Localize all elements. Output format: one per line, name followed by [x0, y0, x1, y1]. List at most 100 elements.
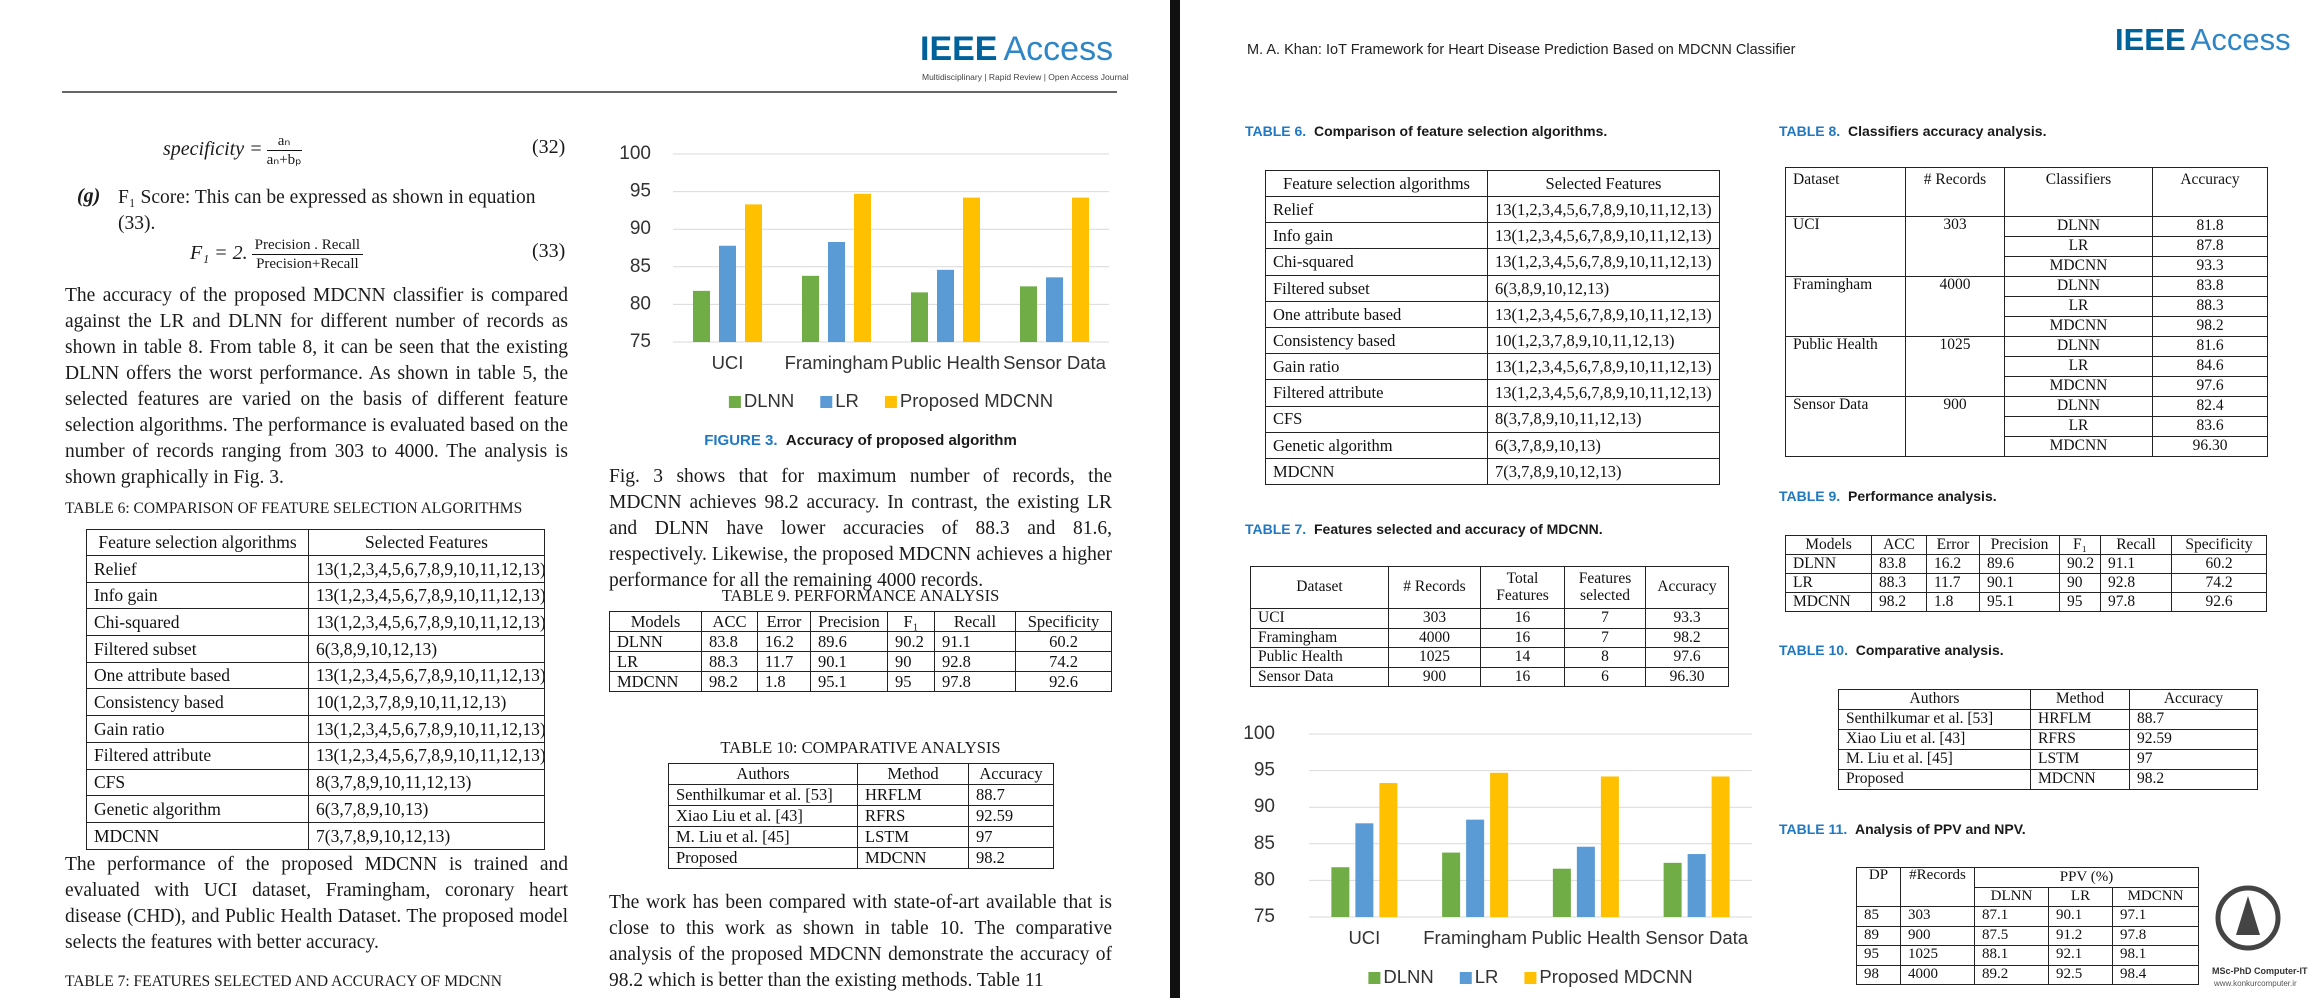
logo-brand: IEEE: [2115, 22, 2186, 57]
table-cell: Public Health: [1785, 336, 1906, 397]
table-cell: 88.1: [1974, 945, 2049, 966]
column-header: ACC: [701, 611, 758, 632]
table-cell: 303: [1388, 608, 1481, 629]
data-table: Models ACC Error Precision F₁ Recall Specifici…: [609, 611, 1112, 692]
x-tick-label: Framingham: [1423, 927, 1527, 948]
table-row: Senthilkumar et al. [53] HRFLM 88.7: [1838, 709, 2258, 730]
table-caption: TABLE 7: FEATURES SELECTED AND ACCURACY …: [65, 973, 502, 990]
table-cell: MDCNN: [1265, 457, 1488, 486]
bar: [693, 290, 710, 342]
table-cell: 7(3,7,8,9,10,12,13): [308, 821, 545, 850]
table-cell: 91.1: [934, 631, 1016, 652]
table-row: MDCNN 98.2 1.8 95.1 95 97.8 92.6: [1785, 592, 2267, 612]
y-tick-label: 100: [619, 143, 651, 164]
table-cell: 1.8: [1926, 592, 1980, 612]
table-row: Gain ratio 13(1,2,3,4,5,6,7,8,9,10,11,12,…: [86, 715, 545, 743]
watermark-url: www.konkurcomputer.ir: [2214, 979, 2297, 988]
table-row: Sensor Data 900 16 6 96.30: [1250, 666, 1729, 687]
column-header: Selected Features: [1487, 170, 1720, 197]
table-row: CFS 8(3,7,8,9,10,11,12,13): [1265, 405, 1720, 433]
data-table: Authors Method Accuracy Senthilkumar et al.…: [1838, 689, 2258, 790]
table-cell: 89.6: [1979, 554, 2060, 574]
table-cell: Xiao Liu et al. [43]: [1838, 729, 2031, 750]
caption-text: Classifiers accuracy analysis.: [1847, 123, 2047, 139]
table-cell: Sensor Data: [1785, 396, 1906, 457]
table-row: Genetic algorithm 6(3,7,8,9,10,13): [1265, 431, 1720, 459]
column-header: Precision: [810, 611, 888, 632]
table-cell: MDCNN: [857, 847, 969, 869]
data-table: DP #Records PPV (%) DLNN LR MDCNN 85 303 87.1 90.…: [1856, 867, 2199, 985]
table-cell: 60.2: [1015, 631, 1112, 652]
x-tick-label: Public Health: [1531, 927, 1640, 948]
column-header: #Records: [1900, 867, 1975, 907]
bar: [1331, 867, 1350, 917]
data-table: Feature selection algorithms Selected Fea…: [86, 529, 545, 850]
table-cell: 92.59: [2129, 729, 2258, 750]
column-header: Features selected: [1564, 566, 1646, 609]
table-cell: Consistency based: [86, 688, 309, 717]
table-row: MDCNN 98.2 1.8 95.1 95 97.8 92.6: [609, 671, 1112, 692]
caption-label: TABLE 6.: [1245, 123, 1307, 139]
table-cell: Proposed: [668, 847, 858, 869]
table-cell: 98.2: [1871, 592, 1927, 612]
table-row: MDCNN 97.6: [1786, 376, 2268, 397]
table-row: Public Health 1025 DLNN 81.6: [1785, 336, 2268, 397]
table-cell: 98.2: [1645, 627, 1729, 648]
table-cell: MDCNN: [2004, 436, 2153, 457]
table-caption: TABLE 9. Performance analysis.: [1779, 488, 1997, 504]
y-tick-label: 80: [1254, 869, 1275, 890]
x-tick-label: UCI: [1348, 927, 1380, 948]
table-row: Senthilkumar et al. [53] HRFLM 88.7: [668, 784, 1054, 806]
table-row: Info gain 13(1,2,3,4,5,6,7,8,9,10,11,12,1…: [86, 581, 545, 610]
table-cell: Filtered attribute: [1265, 379, 1488, 407]
table-cell: Proposed: [1838, 769, 2031, 790]
bar: [1379, 783, 1398, 917]
table-cell: Chi-squared: [86, 608, 309, 637]
y-tick-label: 75: [630, 331, 651, 352]
header-row: Dataset # Records Classifiers Accuracy: [1785, 167, 2268, 217]
y-tick-label: 80: [630, 293, 651, 314]
bar: [1442, 852, 1461, 917]
table-cell: 90: [2059, 573, 2101, 593]
figure-caption: FIGURE 3. Accuracy of proposed algorithm: [609, 432, 1112, 449]
table-cell: 13(1,2,3,4,5,6,7,8,9,10,11,12,13): [1487, 353, 1720, 381]
table-cell: 4000: [1900, 964, 1975, 985]
data-table: Models ACC Error Precision F₁ Recall Specifici…: [1785, 535, 2267, 612]
paragraph: The work has been compared with state-of…: [609, 892, 1112, 991]
caption-label: TABLE 8.: [1779, 123, 1841, 139]
column-header: Specificity: [1015, 611, 1112, 632]
table-row: Genetic algorithm 6(3,7,8,9,10,13): [86, 795, 545, 823]
bar: [745, 204, 762, 342]
table-cell: 6(3,8,9,10,12,13): [1487, 274, 1720, 302]
column-header: Method: [2030, 689, 2130, 710]
table-caption: TABLE 10: COMPARATIVE ANALYSIS: [720, 738, 1001, 757]
table-cell: 4000: [1905, 276, 2005, 337]
bar: [1687, 854, 1706, 917]
bar: [1072, 197, 1089, 342]
column-header: Authors: [1838, 689, 2031, 710]
table-cell: Relief: [86, 555, 309, 583]
legend-swatch: [1368, 972, 1381, 984]
table-cell: 6(3,7,8,9,10,13): [1487, 431, 1720, 459]
y-tick-label: 95: [630, 181, 651, 202]
denominator: Precision+Recall: [256, 256, 359, 272]
column-header: Classifiers: [2004, 167, 2153, 217]
list-item: F₁ Score: This can be expressed as shown…: [118, 187, 536, 234]
table-cell: 6(3,8,9,10,12,13): [308, 635, 545, 663]
column-header: Dataset: [1250, 566, 1389, 609]
table-cell: 303: [1900, 906, 1975, 927]
equation: specificity = aₙ aₙ+bₚ: [163, 132, 302, 169]
table-cell: LR: [1785, 573, 1872, 593]
journal-logo: IEEE Access: [920, 30, 1113, 69]
header-row: Feature selection algorithms Selected Fea…: [1265, 170, 1720, 197]
bar: [911, 292, 928, 342]
figure-text: Accuracy of proposed algorithm: [785, 432, 1017, 449]
bar: [1466, 819, 1485, 917]
fraction: aₙ aₙ+bₚ: [266, 132, 302, 169]
data-table: Dataset # Records Total Features Features s…: [1250, 566, 1729, 687]
table-caption: TABLE 8. Classifiers accuracy analysis.: [1779, 123, 2046, 139]
bar: [854, 193, 871, 342]
table-cell: 7: [1564, 627, 1646, 648]
legend-label: Proposed MDCNN: [1539, 966, 1692, 987]
